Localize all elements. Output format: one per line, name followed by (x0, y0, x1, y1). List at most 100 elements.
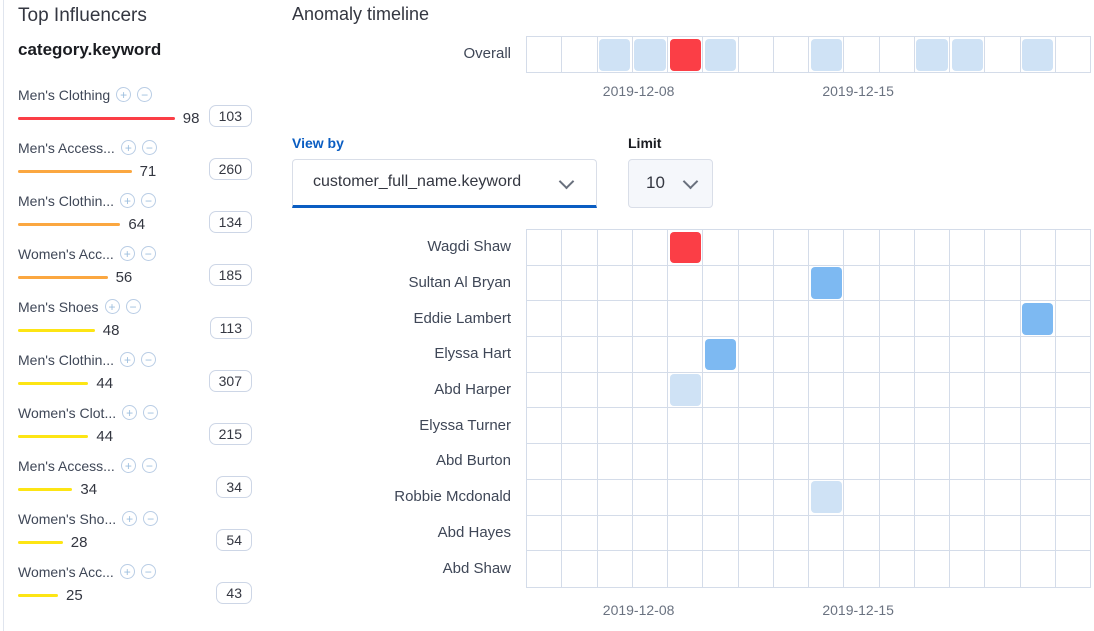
swimlane-cell[interactable] (1021, 515, 1056, 551)
minus-in-circle-icon[interactable]: − (137, 87, 153, 102)
swimlane-cell[interactable] (527, 337, 563, 372)
swimlane-cell[interactable] (809, 230, 845, 265)
swimlane-cell[interactable] (739, 230, 774, 265)
swimlane-cell[interactable] (950, 444, 986, 479)
swimlane-cell[interactable] (703, 372, 739, 408)
plus-in-circle-icon[interactable]: + (120, 193, 136, 208)
swimlane-cell[interactable] (562, 37, 598, 72)
swimlane-cell[interactable] (774, 479, 809, 515)
swimlane-cell[interactable] (633, 408, 668, 444)
swimlane-cell[interactable] (950, 551, 986, 587)
swimlane-cell[interactable] (562, 408, 598, 444)
swimlane-cell[interactable] (527, 372, 563, 408)
swimlane-cell[interactable] (844, 479, 880, 515)
plus-in-circle-icon[interactable]: + (104, 299, 120, 314)
minus-in-circle-icon[interactable]: − (143, 405, 159, 420)
swimlane-cell[interactable] (527, 444, 563, 479)
minus-in-circle-icon[interactable]: − (143, 511, 159, 526)
swimlane-cell[interactable] (1056, 480, 1090, 515)
swimlane-cell[interactable] (915, 444, 950, 479)
swimlane-cell[interactable] (562, 444, 598, 479)
swimlane-cell[interactable] (1021, 230, 1056, 265)
swimlane-cell[interactable] (1056, 301, 1090, 336)
swimlane-cell[interactable] (809, 265, 845, 301)
swimlane-cell[interactable] (915, 230, 950, 265)
swimlane-cell[interactable] (598, 515, 633, 551)
swimlane-cell[interactable] (668, 37, 704, 72)
swimlane-cell[interactable] (598, 301, 633, 337)
swimlane-cell[interactable] (915, 515, 950, 551)
swimlane-cell[interactable] (880, 301, 915, 337)
swimlane-cell[interactable] (915, 37, 950, 72)
swimlane-cell[interactable] (562, 230, 598, 265)
swimlane-cell[interactable] (809, 479, 845, 515)
swimlane-cell[interactable] (739, 372, 774, 408)
swimlane-cell[interactable] (1021, 37, 1056, 72)
swimlane-cell[interactable] (633, 372, 668, 408)
swimlane-cell[interactable] (1056, 373, 1090, 408)
swimlane-cell[interactable] (562, 337, 598, 372)
swimlane-cell[interactable] (985, 479, 1021, 515)
swimlane-cell[interactable] (633, 551, 668, 587)
swimlane-cell[interactable] (668, 408, 704, 444)
swimlane-cell[interactable] (1021, 479, 1056, 515)
view-by-select[interactable]: customer_full_name.keyword (292, 159, 597, 208)
swimlane-cell[interactable] (598, 337, 633, 372)
swimlane-cell[interactable] (985, 37, 1021, 72)
swimlane-cell[interactable] (527, 265, 563, 301)
swimlane-cell[interactable] (668, 551, 704, 587)
swimlane-cell[interactable] (703, 408, 739, 444)
swimlane-cell[interactable] (774, 337, 809, 372)
swimlane-cell[interactable] (562, 515, 598, 551)
swimlane-cell[interactable] (633, 515, 668, 551)
swimlane-cell[interactable] (809, 444, 845, 479)
swimlane-cell[interactable] (739, 37, 774, 72)
swimlane-cell[interactable] (703, 230, 739, 265)
swimlane-cell[interactable] (1056, 516, 1090, 551)
limit-select[interactable]: 10 (628, 159, 713, 208)
swimlane-cell[interactable] (668, 337, 704, 372)
swimlane-cell[interactable] (1021, 301, 1056, 337)
swimlane-cell[interactable] (527, 230, 563, 265)
swimlane-cell[interactable] (774, 551, 809, 587)
swimlane-cell[interactable] (880, 372, 915, 408)
swimlane-cell[interactable] (598, 408, 633, 444)
swimlane-cell[interactable] (844, 515, 880, 551)
swimlane-cell[interactable] (1021, 372, 1056, 408)
swimlane-cell[interactable] (703, 515, 739, 551)
swimlane-cell[interactable] (950, 337, 986, 372)
swimlane-cell[interactable] (527, 408, 563, 444)
swimlane-cell[interactable] (915, 265, 950, 301)
swimlane-cell[interactable] (985, 408, 1021, 444)
swimlane-cell[interactable] (739, 551, 774, 587)
swimlane-cell[interactable] (562, 265, 598, 301)
swimlane-cell[interactable] (1021, 408, 1056, 444)
swimlane-cell[interactable] (774, 230, 809, 265)
swimlane-cell[interactable] (985, 551, 1021, 587)
swimlane-cell[interactable] (774, 444, 809, 479)
swimlane-cell[interactable] (668, 515, 704, 551)
swimlane-cell[interactable] (1056, 551, 1090, 587)
swimlane-cell[interactable] (598, 37, 633, 72)
swimlane-cell[interactable] (668, 444, 704, 479)
swimlane-cell[interactable] (915, 408, 950, 444)
swimlane-cell[interactable] (703, 37, 739, 72)
swimlane-cell[interactable] (985, 372, 1021, 408)
swimlane-cell[interactable] (985, 444, 1021, 479)
swimlane-cell[interactable] (739, 408, 774, 444)
swimlane-cell[interactable] (633, 337, 668, 372)
swimlane-cell[interactable] (844, 337, 880, 372)
swimlane-cell[interactable] (633, 265, 668, 301)
swimlane-cell[interactable] (880, 408, 915, 444)
swimlane-cell[interactable] (844, 37, 880, 72)
swimlane-cell[interactable] (703, 337, 739, 372)
minus-in-circle-icon[interactable]: − (125, 299, 141, 314)
swimlane-cell[interactable] (739, 337, 774, 372)
swimlane-cell[interactable] (774, 408, 809, 444)
swimlane-cell[interactable] (985, 230, 1021, 265)
swimlane-cell[interactable] (1056, 37, 1090, 72)
swimlane-cell[interactable] (562, 479, 598, 515)
swimlane-cell[interactable] (562, 301, 598, 337)
swimlane-cell[interactable] (598, 265, 633, 301)
swimlane-cell[interactable] (915, 301, 950, 337)
